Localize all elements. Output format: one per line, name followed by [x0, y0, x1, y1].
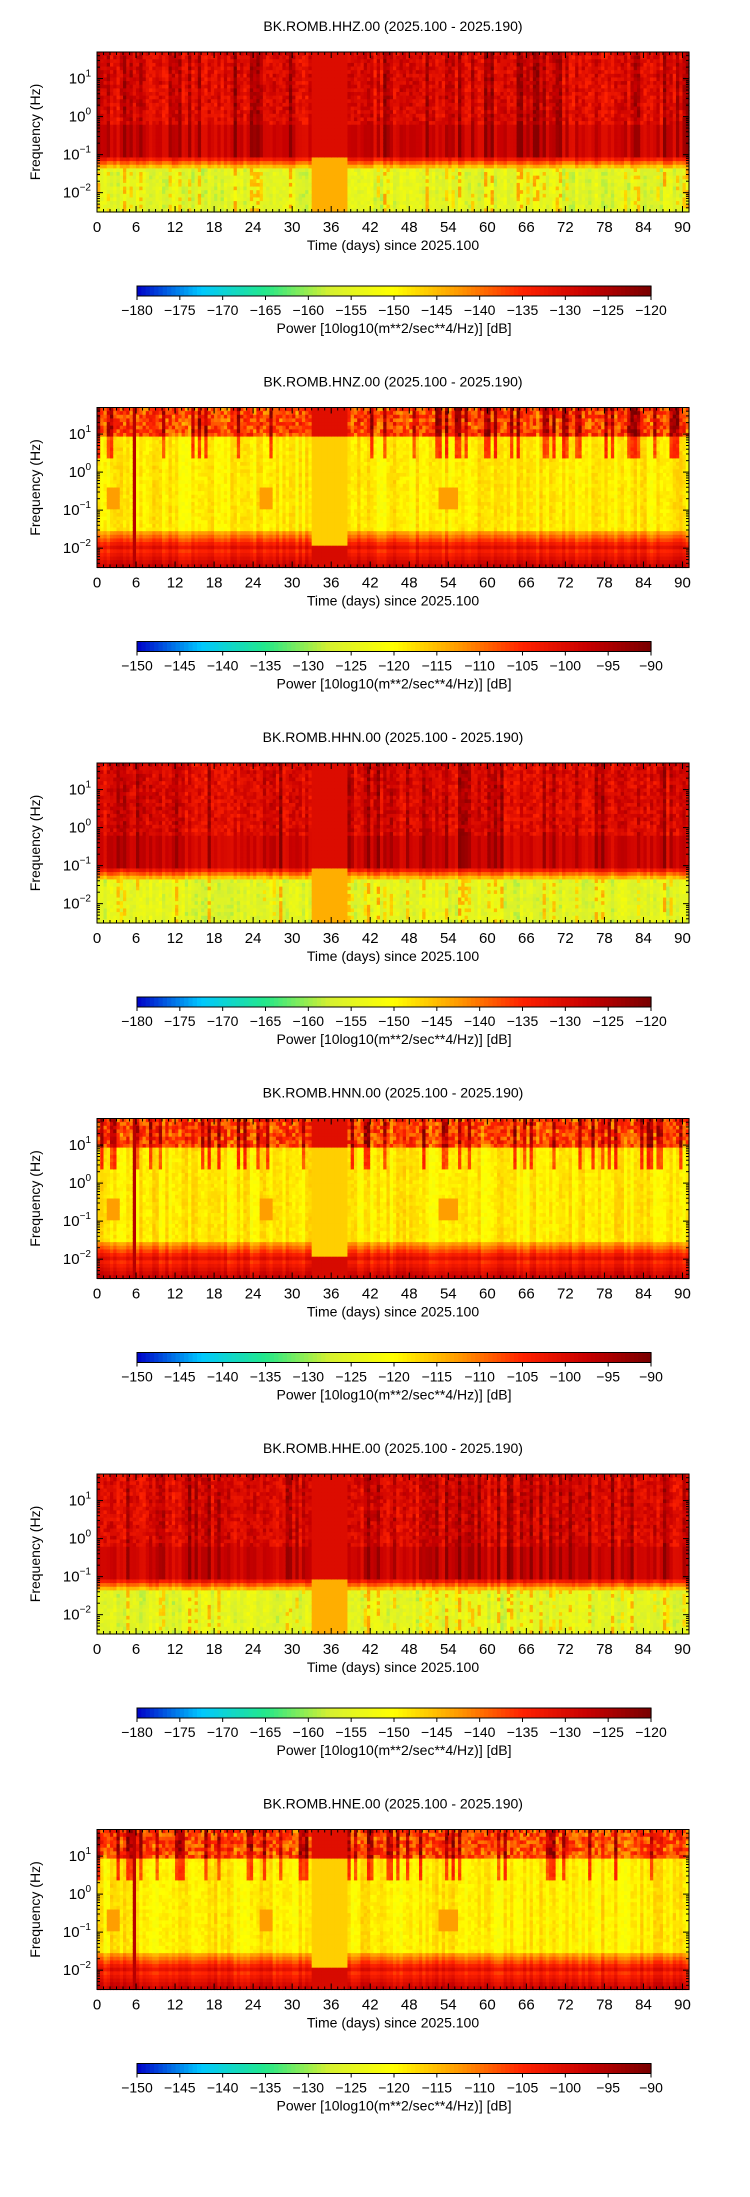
panel-title: BK.ROMB.HHZ.00 (2025.100 - 2025.190): [263, 18, 522, 34]
spectrogram-heatmap: [97, 52, 690, 213]
spectrogram-panel-1: BK.ROMB.HHZ.00 (2025.100 - 2025.190)0 6 12…: [27, 18, 691, 336]
